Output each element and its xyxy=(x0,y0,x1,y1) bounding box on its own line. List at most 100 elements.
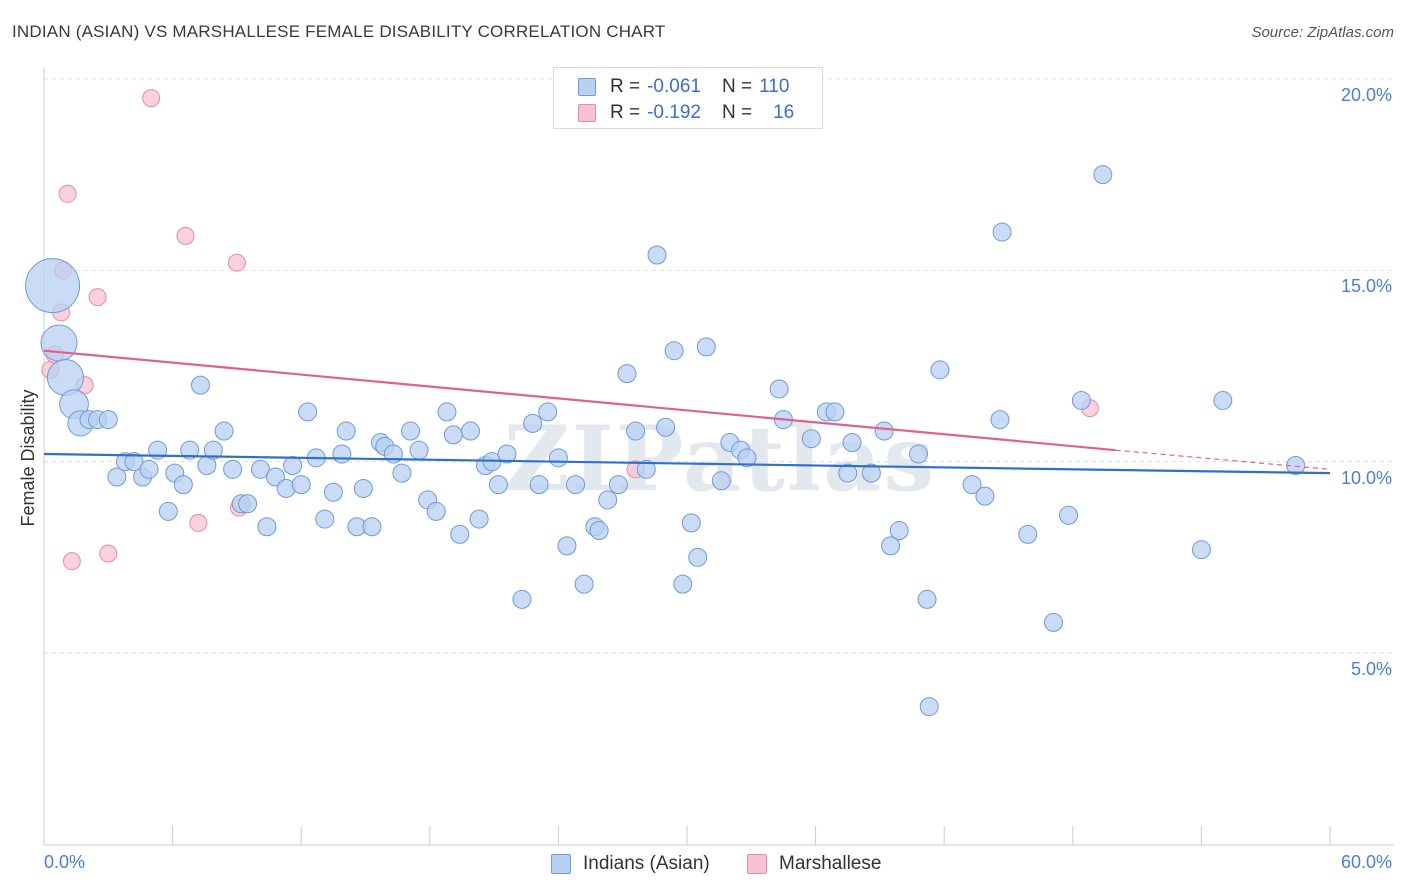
data-point xyxy=(566,475,586,495)
data-point xyxy=(636,459,656,479)
data-point xyxy=(362,517,382,537)
data-point xyxy=(874,421,894,441)
data-point xyxy=(176,226,195,245)
legend-r-label: R = xyxy=(610,102,641,123)
data-point xyxy=(1044,612,1064,632)
legend-row-marshallese: R = -0.192 N = 16 xyxy=(578,100,794,126)
data-point xyxy=(332,444,352,464)
source-label: Source: ZipAtlas.com xyxy=(1251,24,1394,41)
data-point xyxy=(626,421,646,441)
data-point xyxy=(769,379,789,399)
data-point xyxy=(25,258,81,314)
y-tick-label: 10.0% xyxy=(1340,467,1392,488)
legend-row-indians: R = -0.061 N = 110 xyxy=(578,74,789,100)
data-point xyxy=(443,425,463,445)
data-point xyxy=(173,475,193,495)
grid-lines xyxy=(44,78,1394,654)
legend-swatch-pink xyxy=(578,104,596,122)
data-point xyxy=(124,452,144,472)
data-point xyxy=(62,552,81,571)
data-point xyxy=(574,574,594,594)
y-tick-label: 20.0% xyxy=(1340,85,1392,105)
data-point xyxy=(825,402,845,422)
bottom-legend-label: Marshallese xyxy=(779,853,882,874)
data-point xyxy=(861,463,881,483)
data-point xyxy=(919,697,939,717)
data-point xyxy=(190,375,210,395)
bottom-legend-swatch-blue xyxy=(551,854,571,874)
bottom-legend-label: Indians (Asian) xyxy=(583,853,710,874)
legend-r-value: -0.192 xyxy=(647,102,701,123)
data-point xyxy=(523,413,543,433)
data-point xyxy=(664,341,684,361)
data-point xyxy=(737,448,757,468)
data-point xyxy=(203,440,223,460)
data-point xyxy=(40,324,78,362)
trend-line-marshallese xyxy=(43,349,1116,452)
data-point xyxy=(257,517,277,537)
data-point xyxy=(930,360,950,380)
data-point xyxy=(469,509,489,529)
data-point xyxy=(681,513,701,533)
x-tick-label-min: 0.0% xyxy=(44,852,86,872)
legend-n-label: N = xyxy=(721,102,753,123)
data-point xyxy=(238,494,258,514)
data-point xyxy=(917,589,937,609)
data-point xyxy=(323,482,343,502)
data-point xyxy=(842,433,862,453)
data-point xyxy=(838,463,858,483)
legend-n-label: N = xyxy=(721,76,753,97)
data-point xyxy=(99,544,118,563)
data-point xyxy=(298,402,318,422)
data-point xyxy=(696,337,716,357)
data-point xyxy=(656,417,676,437)
watermark: ZIPatlas xyxy=(504,406,936,512)
data-point xyxy=(401,421,421,441)
series-indians-asian xyxy=(25,165,1306,717)
data-point xyxy=(1071,390,1091,410)
bottom-legend-marshallese: Marshallese xyxy=(747,851,881,877)
data-point xyxy=(548,448,568,468)
legend-r-value: -0.061 xyxy=(647,76,701,97)
data-point xyxy=(214,421,234,441)
data-point xyxy=(801,429,821,449)
data-point xyxy=(223,459,243,479)
data-point xyxy=(409,440,429,460)
data-point xyxy=(250,459,270,479)
data-point xyxy=(58,184,77,203)
data-point xyxy=(688,547,708,567)
data-point xyxy=(488,475,508,495)
legend-swatch-blue xyxy=(578,78,596,96)
legend-n-value: 110 xyxy=(759,76,790,97)
y-tick-label: 15.0% xyxy=(1340,276,1392,297)
data-point xyxy=(647,245,667,265)
data-point xyxy=(1059,505,1079,525)
data-point xyxy=(98,410,118,430)
data-point xyxy=(673,574,693,594)
data-point xyxy=(336,421,356,441)
data-point xyxy=(353,478,373,498)
y-axis-label: Female Disability xyxy=(18,389,38,526)
data-point xyxy=(437,402,457,422)
data-point xyxy=(538,402,558,422)
data-point xyxy=(990,410,1010,430)
data-point xyxy=(461,421,481,441)
legend-r-label: R = xyxy=(610,76,641,97)
data-point xyxy=(426,501,446,521)
data-point xyxy=(962,475,982,495)
data-point xyxy=(158,501,178,521)
axes xyxy=(43,68,1394,846)
data-point xyxy=(291,475,311,495)
chart-title: INDIAN (ASIAN) VS MARSHALLESE FEMALE DIS… xyxy=(12,22,666,41)
legend: R = -0.061 N = 110 R = -0.192 N = 16 xyxy=(553,67,823,129)
data-point xyxy=(139,459,159,479)
data-point xyxy=(180,440,200,460)
trend-line-indians xyxy=(43,452,1331,475)
data-point xyxy=(227,253,246,272)
trend-lines xyxy=(43,349,1331,475)
data-point xyxy=(497,444,517,464)
data-point xyxy=(189,513,208,532)
data-point xyxy=(908,444,928,464)
data-point xyxy=(392,463,412,483)
